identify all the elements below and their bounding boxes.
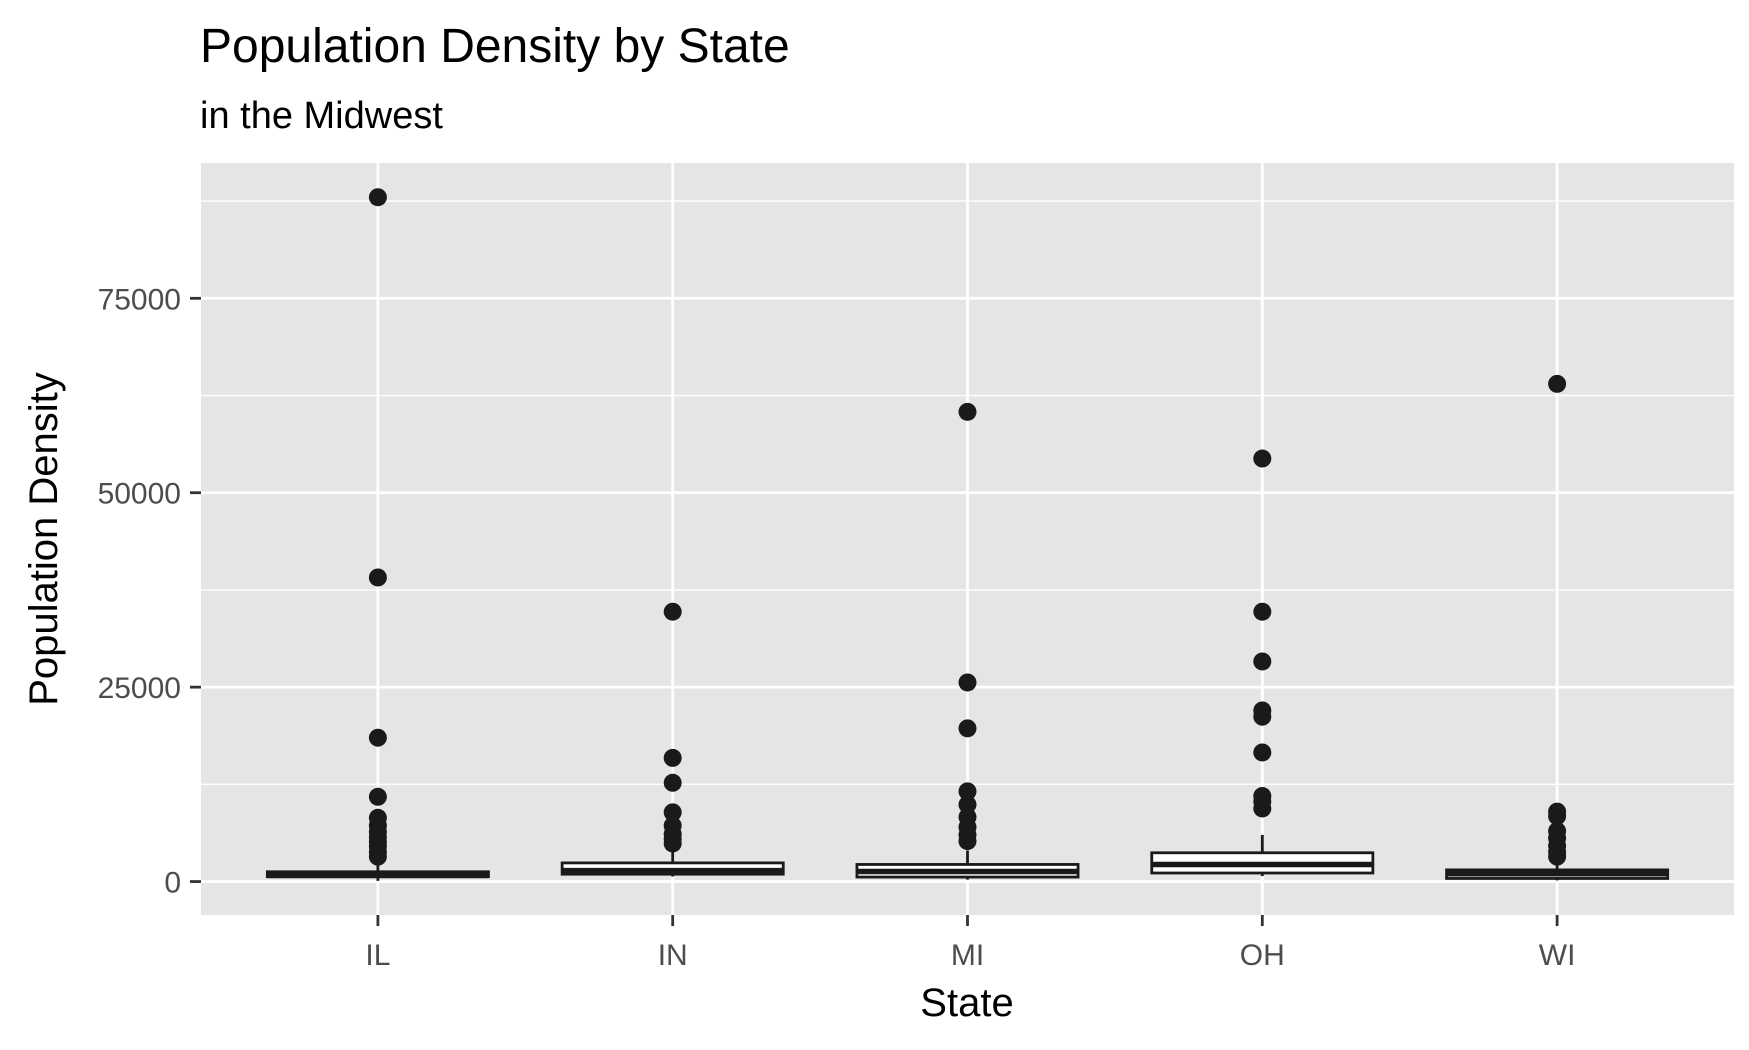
y-tick-label: 75000 bbox=[98, 283, 181, 316]
boxplot-in bbox=[560, 602, 785, 877]
x-tick-label: WI bbox=[1539, 939, 1576, 972]
x-tick-label: IN bbox=[658, 939, 688, 972]
chart-title: Population Density by State bbox=[200, 20, 790, 73]
outlier-point bbox=[663, 803, 682, 822]
y-axis-title: Population Density bbox=[22, 372, 66, 706]
outlier-point bbox=[663, 748, 682, 767]
outlier-point bbox=[1548, 847, 1567, 866]
outlier-point bbox=[1253, 449, 1272, 468]
outlier-point bbox=[1253, 652, 1272, 671]
outlier-point bbox=[958, 673, 977, 692]
outlier-point bbox=[1253, 707, 1272, 726]
boxplots bbox=[265, 188, 1670, 881]
outlier-point bbox=[958, 402, 977, 421]
outlier-point bbox=[958, 782, 977, 801]
boxplot-wi bbox=[1445, 374, 1670, 881]
outlier-point bbox=[663, 834, 682, 853]
outlier-point bbox=[1548, 807, 1567, 826]
outlier-point bbox=[1253, 743, 1272, 762]
boxplot-mi bbox=[855, 402, 1080, 880]
outlier-point bbox=[663, 602, 682, 621]
x-tick-label: OH bbox=[1240, 939, 1285, 972]
y-tick-label: 0 bbox=[164, 867, 181, 900]
y-axis: 0 25000 50000 75000 bbox=[98, 283, 201, 900]
outlier-point bbox=[663, 773, 682, 792]
x-axis-title: State bbox=[920, 981, 1013, 1025]
boxplot-oh bbox=[1150, 449, 1375, 877]
x-tick-label: IL bbox=[365, 939, 390, 972]
outlier-point bbox=[368, 188, 387, 207]
chart-subtitle: in the Midwest bbox=[200, 95, 443, 137]
outlier-point bbox=[368, 568, 387, 587]
outlier-point bbox=[1253, 799, 1272, 818]
outlier-point bbox=[368, 847, 387, 866]
outlier-point bbox=[958, 719, 977, 738]
outlier-point bbox=[1253, 602, 1272, 621]
outlier-point bbox=[958, 795, 977, 814]
boxplot-il bbox=[265, 188, 490, 881]
x-tick-label: MI bbox=[951, 939, 984, 972]
y-tick-label: 50000 bbox=[98, 478, 181, 511]
outlier-point bbox=[368, 787, 387, 806]
x-axis: IL IN MI OH WI bbox=[365, 915, 1575, 972]
outlier-point bbox=[958, 832, 977, 851]
outlier-point bbox=[368, 728, 387, 747]
outlier-point bbox=[1548, 374, 1567, 393]
y-tick-label: 25000 bbox=[98, 672, 181, 705]
